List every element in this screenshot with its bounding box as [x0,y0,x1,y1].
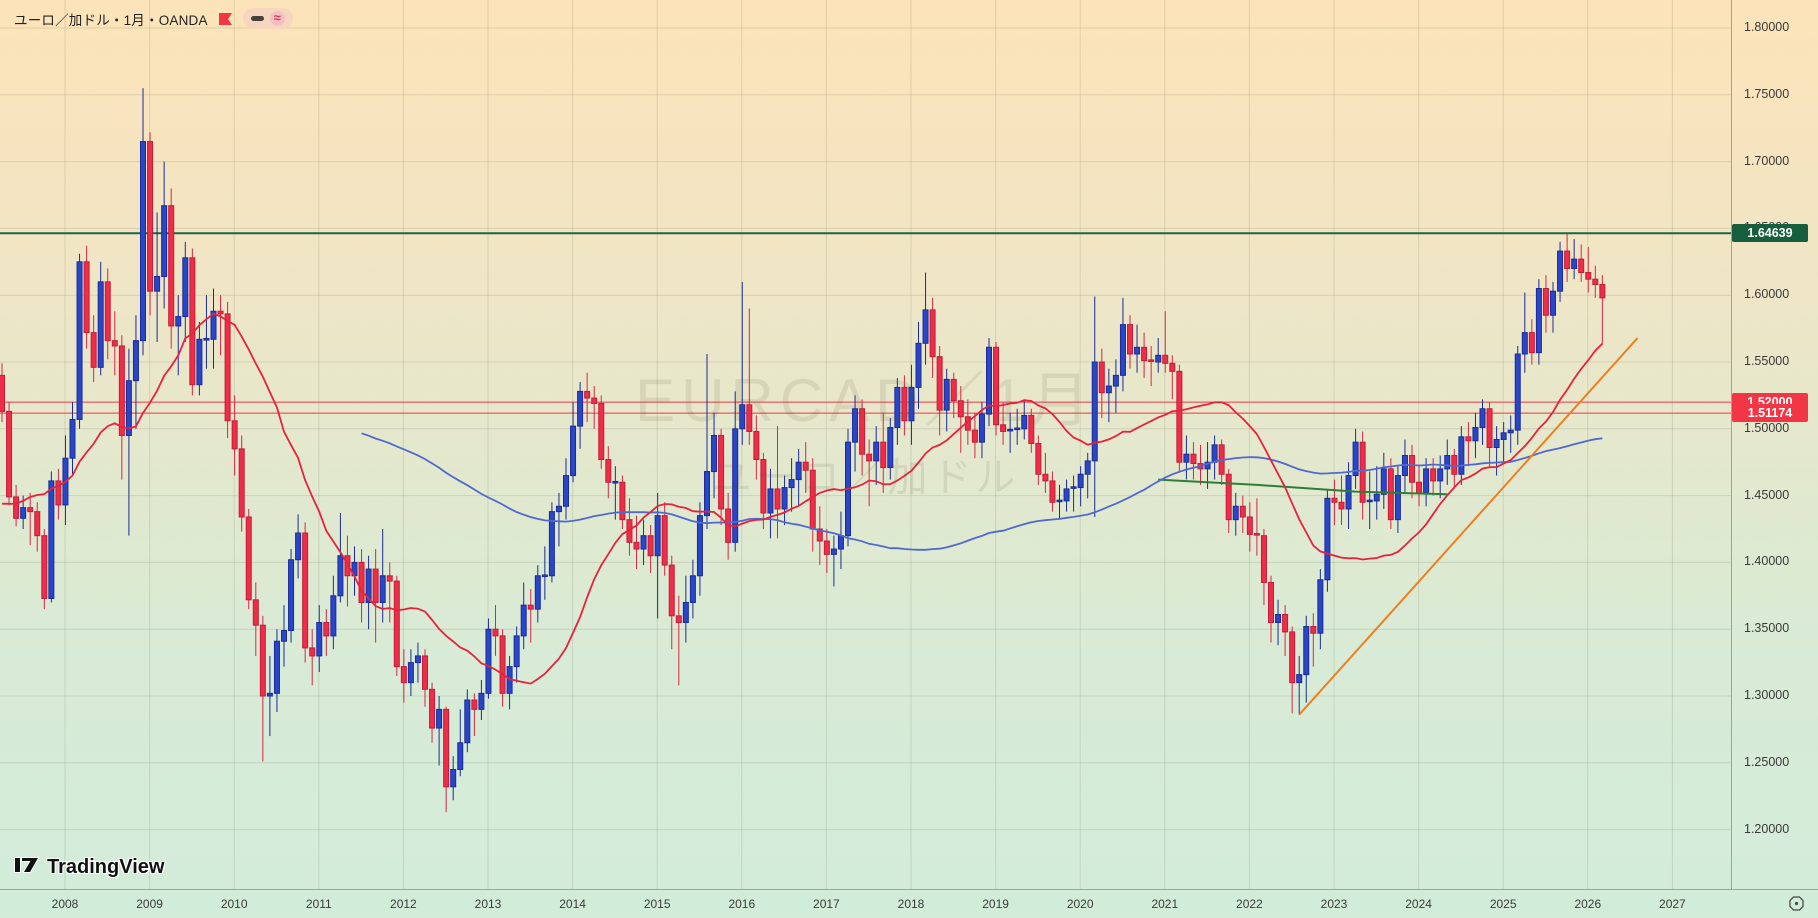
time-tick-label: 2027 [1659,897,1686,911]
time-tick-label: 2022 [1236,897,1263,911]
price-tick-label: 1.70000 [1744,153,1790,168]
price-level-lines[interactable] [0,232,1731,414]
time-tick-label: 2024 [1405,897,1432,911]
time-tick-label: 2026 [1574,897,1602,911]
time-tick-label: 2013 [474,897,502,911]
price-tick-label: 1.40000 [1744,554,1790,569]
price-tick-label: 1.45000 [1744,487,1790,502]
symbol-legend: ユーロ／加ドル・1月・OANDA ≈ [14,8,293,29]
price-tick-label: 1.55000 [1744,354,1790,368]
price-level-badge[interactable]: 1.64639 [1732,224,1808,243]
price-tick-label: 1.30000 [1744,688,1790,702]
dash-icon[interactable] [250,16,264,21]
time-tick-label: 2010 [220,897,248,911]
price-tick-label: 1.80000 [1744,20,1790,34]
price-tick-label: 1.50000 [1744,420,1790,435]
moving-averages [1,312,1603,685]
grid [0,0,1731,889]
time-tick-label: 2018 [897,897,925,911]
price-tick-label: 1.35000 [1744,621,1790,636]
price-level-badge[interactable]: 1.51174 [1732,404,1808,423]
time-axis[interactable]: 2008 2009 2010 2011 2012 2013 2014 2015 2016 2017… [0,889,1818,918]
tradingview-logo-text: TradingView [47,856,165,878]
trendline[interactable] [1298,337,1639,716]
chart-area[interactable]: EURCAD／1月 ユーロ／加ドル ユーロ／加ドル・1月・OANDA ≈ [0,0,1731,889]
axis-corner [1731,889,1818,918]
time-tick-label: 2009 [136,897,163,911]
tradingview-logo[interactable]: TradingView [14,856,164,879]
time-tick-label: 2023 [1320,897,1348,911]
candlestick-series [0,88,1606,813]
price-tick-label: 1.25000 [1744,754,1790,769]
time-tick-label: 2008 [51,897,79,911]
time-tick-label: 2019 [982,897,1009,911]
price-tick-label: 1.60000 [1744,287,1790,302]
time-tick-label: 2012 [390,897,417,911]
time-tick-label: 2014 [559,897,586,911]
axis-settings-icon[interactable] [1788,895,1805,912]
time-tick-label: 2020 [1066,897,1094,911]
time-tick-label: 2025 [1489,897,1517,911]
approx-icon[interactable]: ≈ [269,11,285,26]
symbol-title[interactable]: ユーロ／加ドル・1月・OANDA [14,12,208,28]
time-tick-label: 2011 [305,897,332,911]
time-tick-label: 2016 [728,897,756,911]
time-tick-label: 2017 [813,897,840,911]
price-tick-label: 1.75000 [1744,86,1790,101]
price-tick-label: 1.20000 [1744,821,1790,836]
candlestick-chart [0,0,1731,889]
time-tick-label: 2015 [643,897,671,911]
tradingview-mark-icon [14,856,40,879]
flag-icon[interactable] [218,12,233,26]
price-axis[interactable]: 1.800001.750001.700001.650001.600001.550… [1731,0,1818,889]
market-status-pill[interactable]: ≈ [242,8,293,29]
time-tick-label: 2021 [1151,897,1179,911]
